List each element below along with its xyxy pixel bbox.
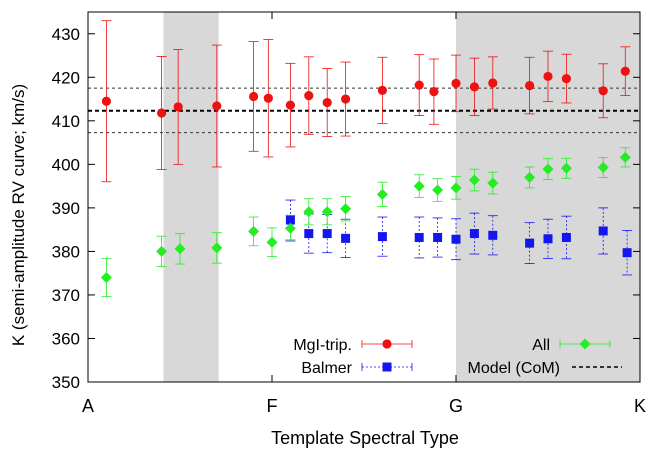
all-point xyxy=(174,243,186,255)
all-point xyxy=(376,188,388,200)
balmer-point xyxy=(469,229,479,239)
mgi-trip-point xyxy=(249,91,259,102)
legend: MgI-trip. Balmer All Model (CoM) xyxy=(293,337,622,377)
balmer-point xyxy=(341,233,351,243)
shaded-regions xyxy=(163,12,640,382)
error-bars xyxy=(101,20,633,298)
all-point xyxy=(597,161,609,173)
all-point xyxy=(211,242,223,254)
mgi-trip-point xyxy=(212,101,222,111)
all-point xyxy=(248,225,260,237)
balmer-point xyxy=(377,232,387,242)
balmer-point xyxy=(525,238,535,248)
balmer-point xyxy=(561,232,571,242)
all-point xyxy=(487,177,499,189)
mgi-trip-point xyxy=(101,96,111,106)
all-point xyxy=(468,174,480,186)
shaded-region-0 xyxy=(163,12,219,382)
plot-frame xyxy=(87,11,641,383)
balmer-point xyxy=(451,234,461,244)
y-tick-label: 360 xyxy=(52,329,80,348)
y-tick-label: 380 xyxy=(52,242,80,261)
mgi-trip-point xyxy=(304,90,314,101)
y-tick-label: 390 xyxy=(52,199,80,218)
balmer-point xyxy=(598,226,608,236)
data-markers xyxy=(100,66,632,284)
balmer-point xyxy=(433,232,443,242)
axis-ticks xyxy=(87,12,641,383)
all-point xyxy=(303,206,315,218)
legend-label-all: All xyxy=(532,337,550,354)
y-tick-label: 410 xyxy=(52,112,80,131)
mgi-trip-point xyxy=(285,100,295,110)
mgi-trip-point xyxy=(561,74,572,84)
all-point xyxy=(432,184,444,196)
all-point xyxy=(321,206,333,218)
x-tick-label: F xyxy=(267,396,278,416)
balmer-point xyxy=(304,229,314,239)
y-tick-label: 420 xyxy=(52,68,80,87)
balmer-errorbar xyxy=(543,218,553,259)
y-tick-label: 350 xyxy=(52,373,80,392)
legend-label-balmer: Balmer xyxy=(301,360,352,377)
mgi-trip-point xyxy=(525,80,535,91)
balmer-errorbar xyxy=(377,216,388,257)
all-point xyxy=(524,171,536,183)
balmer-errorbar xyxy=(622,230,633,276)
all-point xyxy=(156,245,168,257)
mgi-trip-point xyxy=(322,97,332,108)
all-point xyxy=(266,236,278,248)
mgi-trip-point xyxy=(173,102,183,112)
mgi-trip-point xyxy=(488,78,498,88)
balmer-point xyxy=(414,232,424,242)
x-axis-label: Template Spectral Type xyxy=(271,428,459,448)
y-tick-label: 400 xyxy=(52,155,80,174)
mgi-trip-point xyxy=(429,87,439,97)
all-point xyxy=(560,162,572,174)
legend-marker-all xyxy=(579,338,591,350)
all-point xyxy=(450,182,462,194)
balmer-point xyxy=(285,215,295,225)
mgi-trip-point xyxy=(377,85,387,95)
y-tick-label: 370 xyxy=(52,286,80,305)
legend-label-model: Model (CoM) xyxy=(468,360,560,377)
all-point xyxy=(340,203,352,215)
balmer-point xyxy=(322,229,332,239)
balmer-point xyxy=(622,248,632,258)
tick-labels: 350 360 370 380 390 400 410 420 430 A F G K xyxy=(52,25,646,416)
balmer-point xyxy=(488,230,498,240)
y-tick-label: 430 xyxy=(52,25,80,44)
mgi-trip-point xyxy=(598,86,608,96)
mgi-trip-point xyxy=(263,93,273,103)
all-point xyxy=(284,222,296,234)
balmer-point xyxy=(543,234,553,244)
mgi-trip-point xyxy=(620,66,630,76)
y-axis-label: K (semi-amplitude RV curve; km/s) xyxy=(9,84,28,346)
x-tick-label: G xyxy=(449,396,463,416)
mgi-trip-point xyxy=(414,80,424,90)
mgi-trip-point xyxy=(469,82,479,92)
mgi-trip-point xyxy=(341,94,351,104)
legend-marker-mgi-trip xyxy=(382,339,392,349)
x-tick-label: K xyxy=(634,396,646,416)
balmer-errorbar xyxy=(432,217,443,258)
x-tick-label: A xyxy=(82,396,94,416)
all-point xyxy=(619,151,631,163)
all-point xyxy=(100,272,112,284)
legend-label-mgi-trip: MgI-trip. xyxy=(293,337,352,354)
all-point xyxy=(542,163,554,175)
mgi-trip-point xyxy=(451,78,461,88)
mgi-trip-point xyxy=(543,71,553,82)
all-point xyxy=(413,180,425,192)
mgi-trip-point xyxy=(157,108,167,118)
balmer-errorbar xyxy=(487,215,498,256)
legend-marker-balmer xyxy=(382,362,392,372)
balmer-errorbar xyxy=(598,207,609,255)
